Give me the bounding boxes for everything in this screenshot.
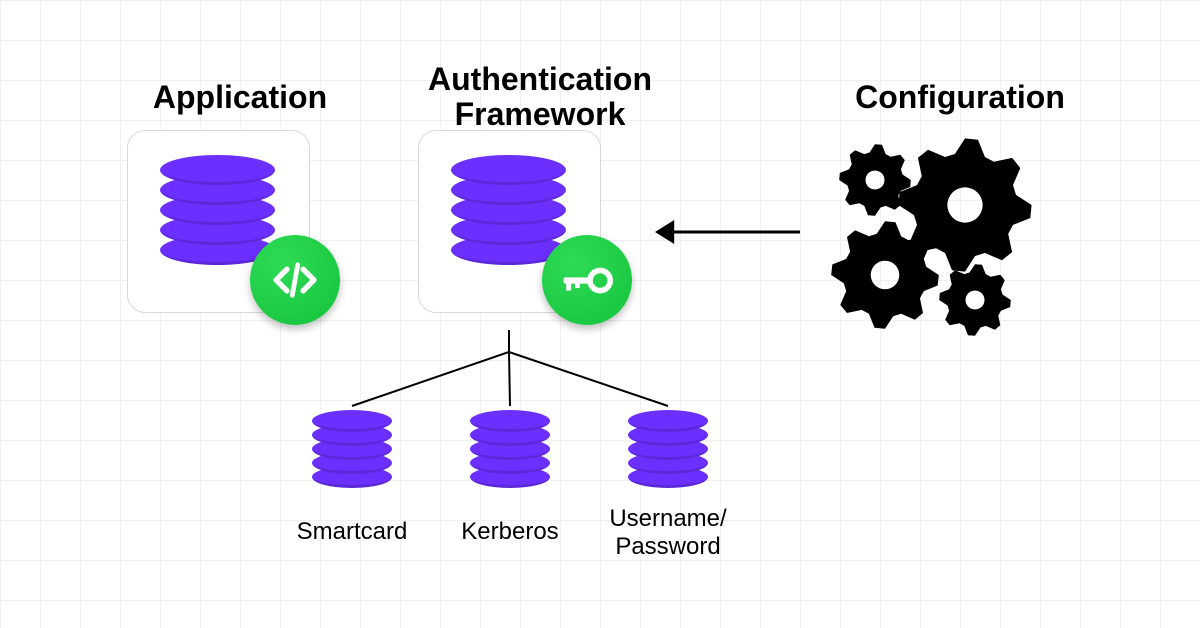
heading-config: Configuration [810,80,1110,115]
db-child-0 [312,410,392,488]
db-child-1 [470,410,550,488]
sublabel-2: Username/Password [588,505,748,560]
heading-application: Application [125,80,355,115]
db-child-2 [628,410,708,488]
sublabel-0: Smartcard [272,518,432,546]
diagram-stage: Application AuthenticationFramework Conf… [0,0,1200,628]
db-application [160,155,275,265]
badge-code-icon [250,235,340,325]
db-auth [451,155,566,265]
sublabel-1: Kerberos [430,518,590,546]
heading-auth: AuthenticationFramework [390,62,690,132]
badge-key-icon [542,235,632,325]
